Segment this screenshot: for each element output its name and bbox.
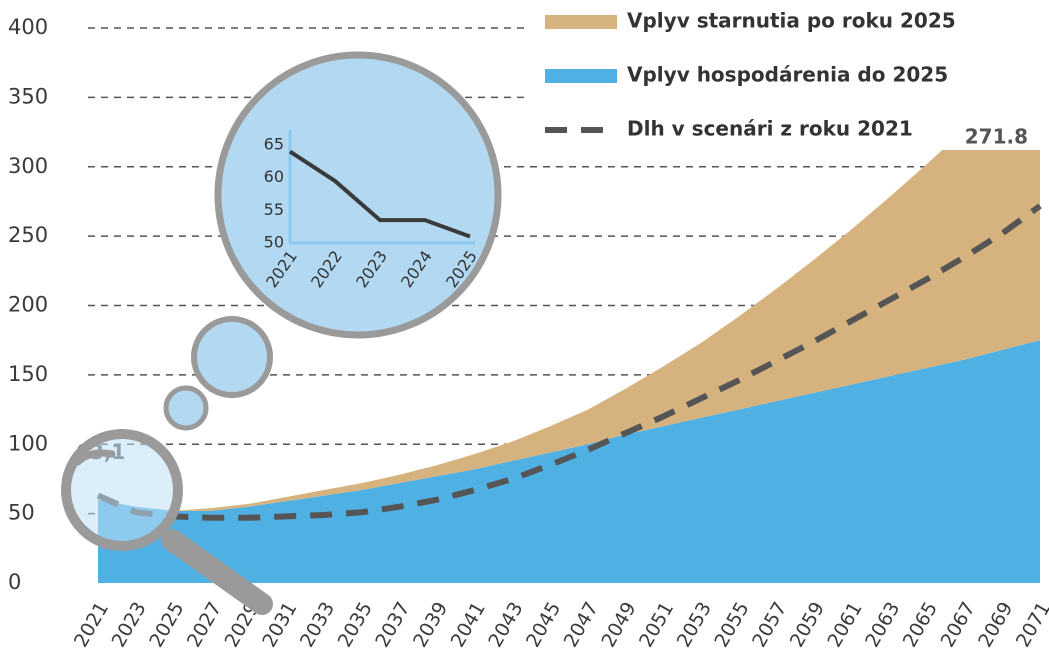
y-tick-label: 250 — [8, 223, 48, 247]
x-tick-label: 2055 — [710, 598, 753, 651]
x-tick-label: 2049 — [597, 598, 640, 651]
legend-label: Vplyv hospodárenia do 2025 — [627, 63, 948, 87]
y-tick-label: 50 — [8, 501, 35, 525]
inset-y-tick-label: 55 — [264, 200, 284, 219]
lens-glint — [74, 449, 116, 466]
x-tick-label: 2039 — [409, 598, 452, 651]
x-tick-label: 2063 — [861, 598, 904, 651]
y-tick-label: 0 — [8, 570, 21, 594]
legend-label: Dlh v scenári z roku 2021 — [627, 117, 913, 141]
x-tick-label: 2045 — [522, 598, 565, 651]
y-tick-label: 200 — [8, 293, 48, 317]
legend-swatch — [545, 69, 617, 83]
x-tick-label: 2023 — [108, 598, 151, 651]
y-tick-label: 400 — [8, 15, 48, 39]
x-tick-label: 2071 — [1012, 598, 1049, 651]
area — [98, 340, 1040, 583]
x-tick-label: 2053 — [673, 598, 716, 651]
magnifier — [61, 51, 502, 615]
x-tick-label: 2021 — [70, 598, 113, 651]
y-tick-label: 350 — [8, 84, 48, 108]
inset-y-tick-label: 60 — [264, 167, 284, 186]
x-tick-label: 2041 — [447, 598, 490, 651]
y-tick-label: 100 — [8, 431, 48, 455]
x-tick-label: 2047 — [560, 598, 603, 651]
y-tick-label: 150 — [8, 362, 48, 386]
area — [98, 52, 1040, 511]
x-tick-label: 2067 — [937, 598, 980, 651]
legend-label: Vplyv starnutia po roku 2025 — [627, 9, 956, 33]
bubble — [191, 316, 273, 398]
x-tick-label: 2065 — [899, 598, 942, 651]
x-tick-label: 2061 — [823, 598, 866, 651]
x-tick-label: 2025 — [145, 598, 188, 651]
y-tick-label: 300 — [8, 154, 48, 178]
dashed-line — [96, 203, 1042, 521]
x-tick-label: 2037 — [371, 598, 414, 651]
x-tick-label: 2069 — [974, 598, 1017, 651]
inset-y-tick-label: 65 — [264, 135, 284, 154]
inset-line — [288, 149, 471, 239]
magnifier-handle — [161, 529, 273, 615]
x-tick-label: 2057 — [748, 598, 791, 651]
bubble — [163, 385, 209, 431]
magnifier-lens — [61, 429, 183, 551]
x-tick-label: 2043 — [484, 598, 527, 651]
x-tick-label: 2027 — [183, 598, 226, 651]
legend-swatch — [545, 15, 617, 29]
areas — [98, 52, 1040, 583]
x-tick-label: 2059 — [786, 598, 829, 651]
zoom-circle — [214, 51, 502, 339]
x-tick-label: 2033 — [296, 598, 339, 651]
x-tick-label: 2035 — [334, 598, 377, 651]
data-label: 271.8 — [965, 124, 1028, 148]
x-tick-label: 2051 — [635, 598, 678, 651]
inset-y-tick-label: 50 — [264, 233, 284, 252]
